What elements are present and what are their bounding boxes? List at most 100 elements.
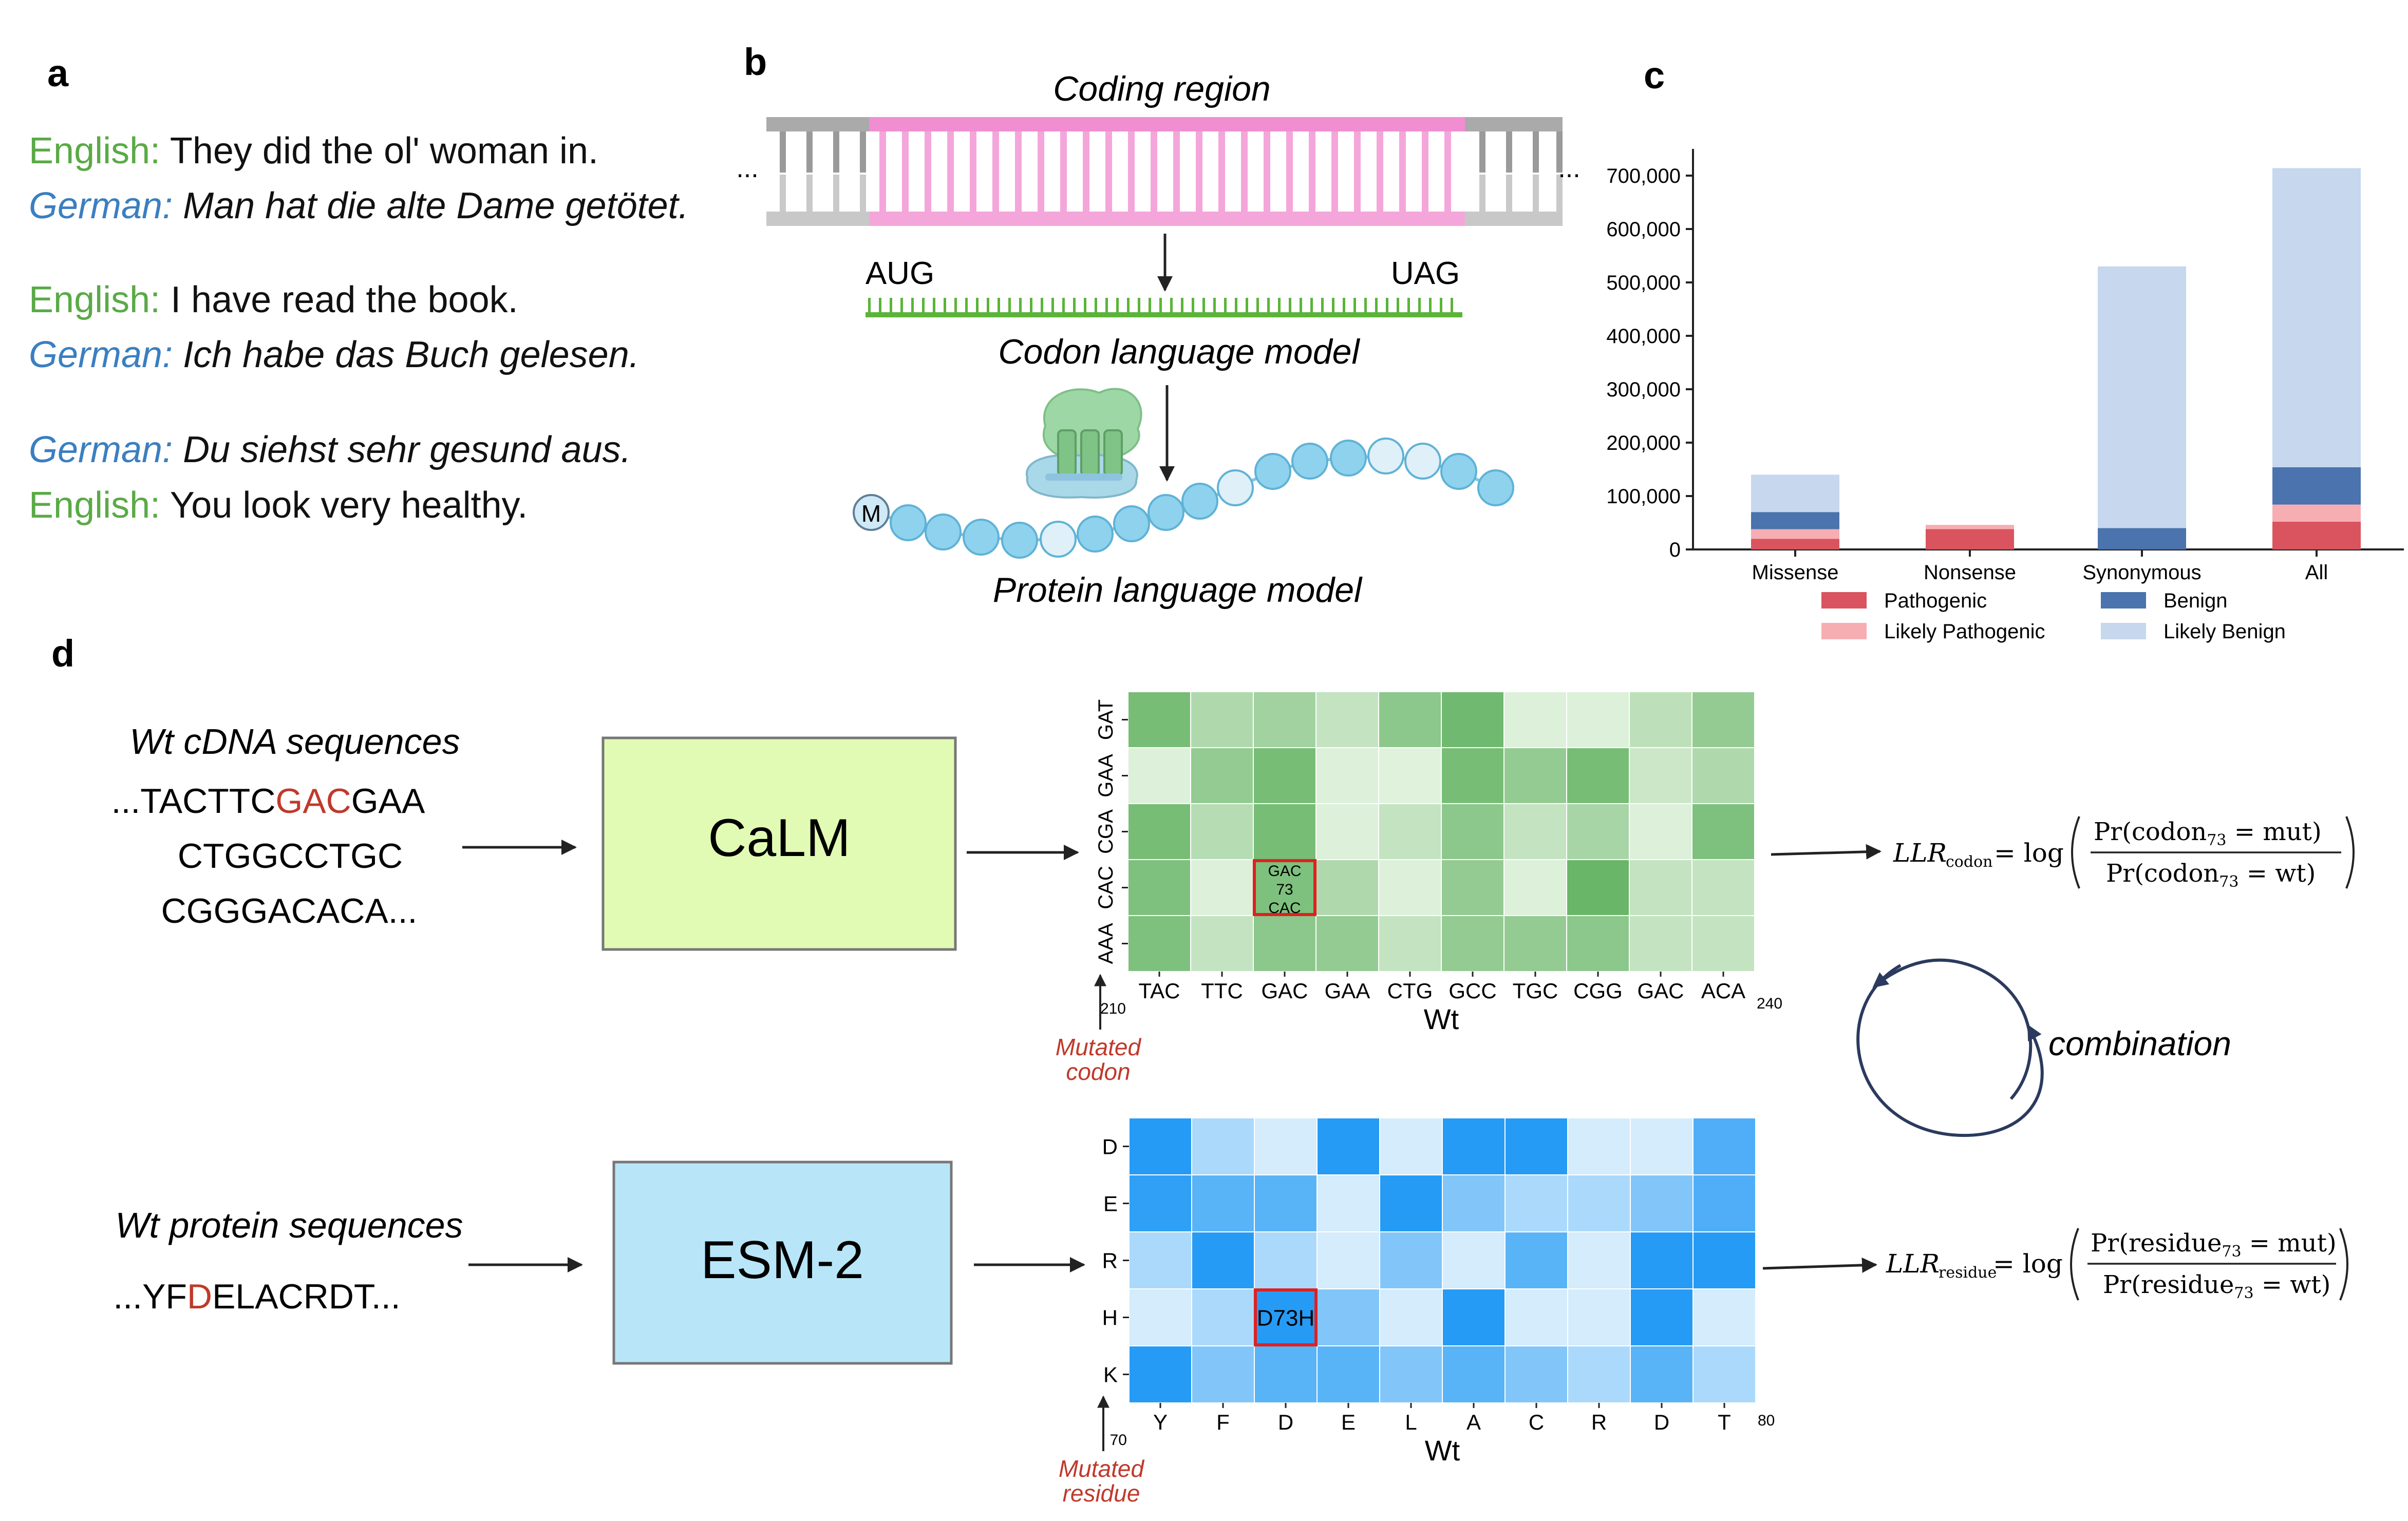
residue-to-llr-arrow: [1762, 1257, 1877, 1273]
heatmap-cell: [1566, 747, 1630, 804]
bar-segment: [2098, 528, 2186, 549]
y-tick-label: 300,000: [1606, 378, 1681, 401]
heatmap-cell: [1504, 1174, 1568, 1232]
heatmap-cell: [1254, 1345, 1318, 1403]
heatmap-cell: [1379, 1231, 1443, 1289]
y-tick-label: 500,000: [1606, 272, 1681, 294]
heatmap-cell: [1629, 691, 1692, 748]
heatmap-cell: [1378, 747, 1442, 804]
heatmap-cell: [1503, 803, 1567, 860]
heatmap-cell: [1316, 1117, 1380, 1175]
heatmap-cell: [1315, 803, 1379, 860]
protein-residue-bead: [1181, 483, 1218, 520]
heatmap-col-label: D: [1654, 1410, 1669, 1434]
heatmap-cell: [1315, 747, 1379, 804]
heatmap-cell: [1691, 691, 1755, 748]
heatmap-cell: [1630, 1117, 1694, 1175]
combination-label: combination: [2048, 1024, 2231, 1062]
heatmap-col-label: F: [1216, 1410, 1230, 1434]
heatmap-cell: [1253, 859, 1316, 916]
heatmap-cell: [1504, 1231, 1568, 1289]
heatmap-cell: [1191, 1117, 1255, 1175]
heatmap-start-position: 210: [1100, 1000, 1126, 1017]
sentence-line: German: Du siehst sehr gesund aus.: [29, 429, 631, 470]
heatmap-cell: [1630, 1231, 1694, 1289]
heatmap-cell: [1691, 859, 1755, 916]
heatmap-col-label: TGC: [1513, 979, 1558, 1003]
heatmap-cell: [1253, 915, 1316, 972]
heatmap-cell: [1566, 691, 1630, 748]
legend-label: Pathogenic: [1884, 590, 1987, 612]
methionine-bead: [853, 494, 890, 531]
panel-c-variant-chart: 0 100,000 200,000 300,000 400,000 500,000 600,…: [1606, 149, 2404, 643]
heatmap-cell: [1566, 915, 1630, 972]
bar-segment: [2272, 467, 2361, 505]
heatmap-col-label: E: [1341, 1410, 1356, 1434]
protein-residue-bead: [1217, 469, 1254, 506]
svg-text:= log: = log: [1994, 838, 2064, 868]
heatmap-col-label: C: [1529, 1410, 1544, 1434]
y-tick-label: 700,000: [1606, 165, 1681, 187]
heatmap-cell: [1191, 1288, 1255, 1346]
heatmap-cell: [1378, 859, 1442, 916]
mutation-highlight-text: 73: [1276, 881, 1293, 898]
heatmap-cell: [1503, 859, 1567, 916]
heatmap-col-label: ACA: [1701, 979, 1745, 1003]
mutated-label: codon: [1066, 1058, 1130, 1085]
heatmap-col-label: R: [1591, 1410, 1607, 1434]
heatmap-cell: [1378, 691, 1442, 748]
protein-model-label: Protein language model: [993, 571, 1363, 610]
bar-segment: [2098, 266, 2186, 528]
heatmap-end-position: 80: [1758, 1412, 1775, 1429]
heatmap-cell: [1442, 1231, 1506, 1289]
codon-to-llr-arrow: [1771, 844, 1882, 860]
mutated-label: Mutated: [1059, 1455, 1145, 1482]
heatmap-row-label: GAT: [1095, 699, 1117, 740]
heatmap-cell: [1504, 1345, 1568, 1403]
cdna-line-2: CTGGCCTGC: [178, 836, 403, 876]
heatmap-cell: [1128, 1174, 1192, 1232]
heatmap-cell: [1691, 747, 1755, 804]
protein-residue-bead: [1254, 453, 1291, 490]
combination-cycle-icon: [1856, 958, 2044, 1137]
heatmap-cell: [1128, 1117, 1192, 1175]
heatmap-cell: [1191, 1231, 1255, 1289]
heatmap-cell: [1567, 1231, 1631, 1289]
svg-text:codon: codon: [1946, 853, 1992, 871]
heatmap-axis-label: Wt: [1425, 1434, 1460, 1467]
heatmap-cell: [1254, 1231, 1318, 1289]
heatmap-cell: [1567, 1288, 1631, 1346]
heatmap-cell: [1253, 747, 1316, 804]
bar-segment: [2272, 521, 2361, 549]
heatmap-cell: [1442, 1288, 1506, 1346]
heatmap-cell: [1504, 1117, 1568, 1175]
ellipsis-left: ...: [736, 154, 758, 183]
protein-residue-bead: [1330, 440, 1367, 477]
protein-residue-bead: [1404, 443, 1441, 480]
bar-segment: [1751, 512, 1839, 529]
wt-cdna-title: Wt cDNA sequences: [129, 721, 460, 762]
methionine-label: M: [861, 500, 881, 527]
heatmap-cell: [1379, 1117, 1443, 1175]
mutation-highlight-text: CAC: [1268, 900, 1301, 917]
legend-swatch: [2101, 623, 2146, 639]
svg-text:Pr(codon73 = wt): Pr(codon73 = wt): [2106, 859, 2316, 891]
svg-text:Pr(residue73 = wt): Pr(residue73 = wt): [2103, 1270, 2330, 1302]
y-tick-label: 400,000: [1606, 325, 1681, 348]
heatmap-cell: [1442, 1117, 1506, 1175]
heatmap-cell: [1441, 859, 1504, 916]
legend-swatch: [1821, 623, 1867, 639]
heatmap-row-label: D: [1102, 1135, 1118, 1159]
heatmap-cell: [1442, 1174, 1506, 1232]
sentence-line: English: I have read the book.: [29, 279, 518, 320]
heatmap-cell: [1504, 1288, 1568, 1346]
heatmap-col-label: D: [1278, 1410, 1293, 1434]
heatmap-row-label: R: [1102, 1249, 1118, 1273]
heatmap-cell: [1315, 859, 1379, 916]
heatmap-row-label: K: [1103, 1363, 1118, 1387]
heatmap-axis-label: Wt: [1424, 1003, 1459, 1035]
heatmap-row-label: E: [1103, 1192, 1118, 1216]
heatmap-cell: [1378, 803, 1442, 860]
heatmap-cell: [1567, 1174, 1631, 1232]
heatmap-cell: [1441, 691, 1504, 748]
